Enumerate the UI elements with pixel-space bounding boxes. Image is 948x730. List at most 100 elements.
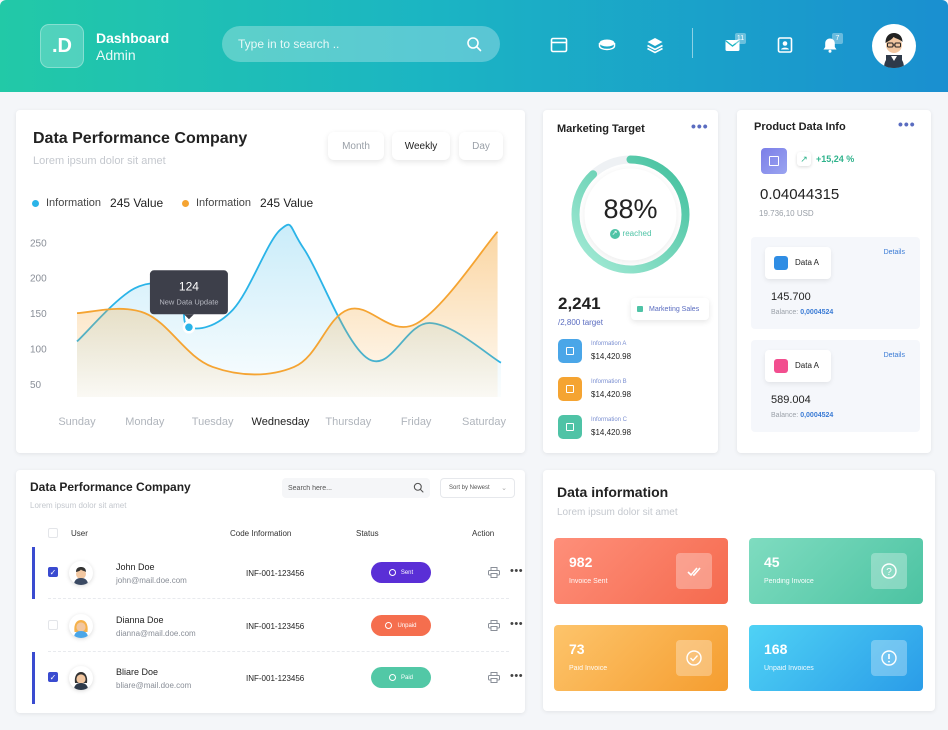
status-badge[interactable]: Sent [371,562,431,583]
search-icon[interactable] [466,36,482,52]
printer-icon[interactable] [488,567,500,578]
tooltip-label: New Data Update [159,297,218,306]
row-checkbox[interactable] [48,620,58,630]
x-tick-label: Wednesday [252,416,310,428]
marketing-sales-legend: Marketing Sales [631,298,709,320]
app-logo[interactable]: .D [40,24,84,68]
info-amount: $14,420.98 [591,390,632,399]
brand: Dashboard Admin [96,30,169,64]
top-header: .D Dashboard Admin 11 7 [0,0,948,92]
svg-text:?: ? [886,567,892,578]
row-checkbox[interactable]: ✓ [48,567,58,577]
database-icon[interactable] [598,36,616,54]
details-link[interactable]: Details [883,249,905,256]
balance-value: 0,0004524 [800,309,834,316]
more-options-icon[interactable]: ••• [898,116,916,132]
printer-icon[interactable] [488,672,500,683]
contacts-icon[interactable] [776,36,794,54]
details-link[interactable]: Details [883,352,905,359]
stat-number: 982 [569,554,593,570]
marketing-percent: 88% [603,194,658,224]
period-day-button[interactable]: Day [459,132,503,160]
layers-icon[interactable] [646,36,664,54]
table-row[interactable]: ✓ Bliare Doe bliare@mail.doe.com INF-001… [32,652,525,704]
stat-tile[interactable]: 73 Paid Invoice [554,625,728,691]
stat-tile[interactable]: 45 Pending Invoice ? [749,538,923,604]
y-tick-label: 150 [30,309,47,320]
user-email: bliare@mail.doe.com [116,681,192,690]
info-amount: $14,420.98 [591,428,632,437]
performance-subtitle: Lorem ipsum dolor sit amet [33,155,166,167]
chart-tooltip: 124 New Data Update [149,270,228,320]
status-label: Unpaid [397,622,417,629]
row-checkbox[interactable]: ✓ [48,672,58,682]
window-icon[interactable] [550,36,568,54]
data-info-title: Data information [557,484,669,500]
period-month-button[interactable]: Month [328,132,384,160]
data-chip: Data A [765,247,831,279]
user-name: Dianna Doe [116,615,164,625]
more-options-icon[interactable]: ••• [510,565,524,577]
header-search-input[interactable] [238,35,458,53]
table-row[interactable]: ✓ John Doe john@mail.doe.com INF-001-123… [32,547,525,599]
printer-icon[interactable] [488,620,500,631]
header-user: User [71,529,88,538]
period-weekly-button[interactable]: Weekly [392,132,450,160]
y-tick-label: 100 [30,345,47,356]
stat-label: Pending Invoice [764,578,814,585]
check-circle-icon [676,640,712,676]
data-value: 145.700 [771,291,811,303]
chart-data-point [182,321,196,334]
table-row[interactable]: Dianna Doe dianna@mail.doe.com INF-001-1… [32,600,525,652]
select-all-checkbox[interactable] [48,528,58,538]
table-title: Data Performance Company [30,480,191,494]
y-tick-label: 250 [30,238,47,249]
y-tick-label: 50 [30,380,42,391]
code-info: INF-001-123456 [246,622,305,631]
mail-icon[interactable] [724,36,742,54]
table-search-input[interactable] [288,482,408,494]
stat-tile[interactable]: 982 Invoice Sent [554,538,728,604]
x-tick-label: Monday [125,416,165,428]
image-icon [558,339,582,363]
user-avatar[interactable] [872,24,916,68]
info-icon [871,640,907,676]
x-tick-label: Sunday [58,416,96,428]
marketing-reached-label: reached [622,229,652,239]
user-email: dianna@mail.doe.com [116,629,196,638]
series-area-orange [77,231,498,397]
search-icon[interactable] [413,482,424,493]
row-selected-indicator [32,547,35,599]
status-label: Sent [400,569,414,576]
bell-icon[interactable] [821,36,839,54]
user-avatar-illustration [884,33,904,68]
data-chip-label: Data A [795,361,820,370]
tooltip-value: 124 [179,279,199,293]
double-check-icon [676,553,712,589]
data-icon [774,256,788,270]
more-options-icon[interactable]: ••• [691,118,709,134]
legend-value: 245 Value [260,196,314,210]
header-code: Code Information [230,529,292,538]
balance-label: Balance: [771,412,799,419]
status-badge[interactable]: Unpaid [371,615,431,636]
code-info: INF-001-123456 [246,674,305,683]
more-options-icon[interactable]: ••• [510,618,524,630]
stat-tile[interactable]: 168 Unpaid Invoices [749,625,923,691]
row-selected-indicator [32,652,35,704]
info-label: Information A [591,341,627,347]
stat-number: 168 [764,641,788,657]
info-label: Information B [591,379,627,385]
performance-chart: 250 200 150 100 50 Sunday Monday Tuesday Wednesd… [30,223,507,428]
sort-select[interactable]: Sort by Newest ⌄ [440,478,515,498]
marketing-card: Marketing Target ••• 88% ↗ reached 2,241 … [543,110,718,453]
stat-label: Unpaid Invoices [764,665,814,672]
table-subtitle: Lorem ipsum dolor sit amet [30,501,127,510]
check-circle-icon [388,569,396,576]
table-search [282,478,430,498]
data-box-1: Data A Details 145.700 Balance: 0,000452… [751,237,920,329]
status-badge[interactable]: Paid [371,667,431,688]
x-tick-label: Thursday [325,416,371,428]
legend-dot-blue [32,199,39,207]
more-options-icon[interactable]: ••• [510,670,524,682]
